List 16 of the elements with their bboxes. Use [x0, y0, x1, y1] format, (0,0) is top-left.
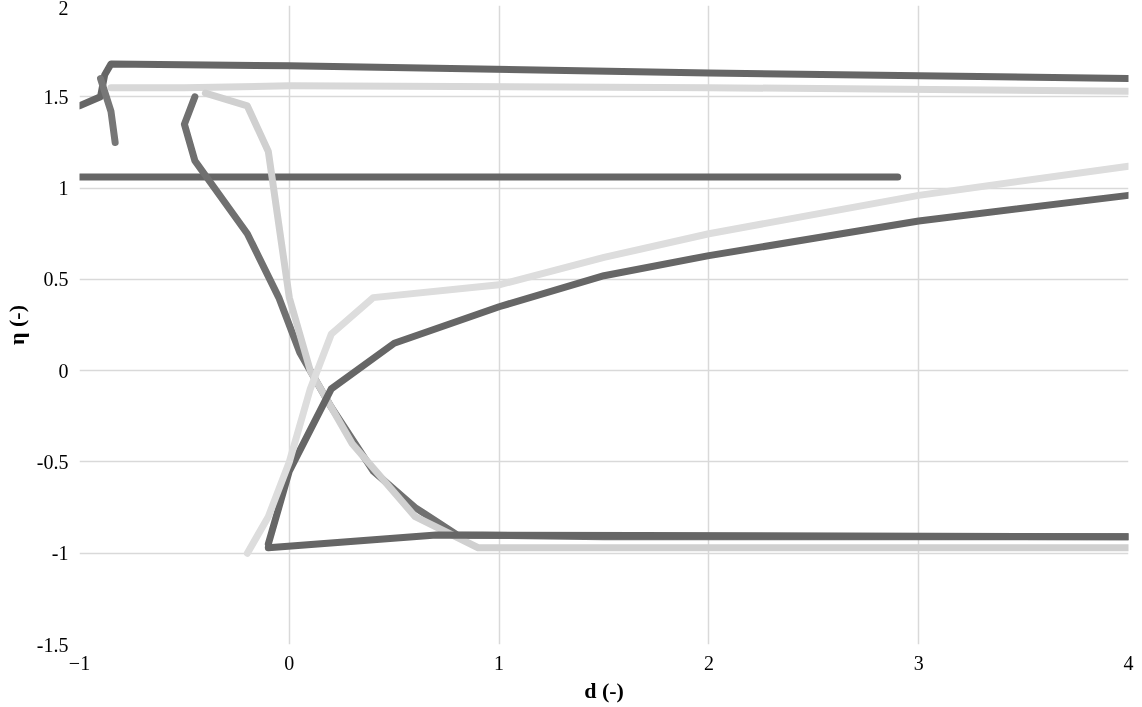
x-axis-title: d (-) [584, 677, 624, 703]
x-tick-label: 4 [1123, 651, 1134, 674]
y-tick-label: 0.5 [43, 268, 69, 291]
x-tick-label: 0 [284, 651, 295, 674]
y-tick-label: -1.5 [36, 633, 69, 656]
y-tick-label: 2 [58, 0, 69, 19]
y-tick-label: -1 [51, 542, 69, 565]
y-tick-label: 1.5 [43, 85, 69, 108]
x-tick-label: 1 [494, 651, 505, 674]
x-tick-label: −1 [68, 651, 91, 674]
y-tick-label: 1 [58, 177, 69, 200]
y-tick-label: 0 [58, 359, 69, 382]
y-tick-label: -0.5 [36, 450, 69, 473]
y-axis-title: η (-) [3, 305, 29, 345]
x-tick-label: 3 [913, 651, 924, 674]
x-tick-label: 2 [703, 651, 714, 674]
